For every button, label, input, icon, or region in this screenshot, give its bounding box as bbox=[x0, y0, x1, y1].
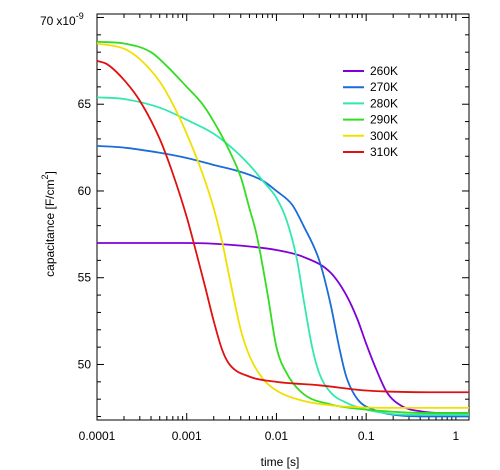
x-axis: 0.0001 0.001 0.01 0.1 1 bbox=[79, 14, 460, 443]
y-axis: 50 55 60 65 bbox=[78, 16, 469, 418]
x-tick-label: 0.001 bbox=[172, 429, 202, 443]
y-tick-label: 65 bbox=[78, 97, 92, 111]
y-tick-label: 50 bbox=[78, 357, 92, 371]
y-tick-label: 55 bbox=[78, 271, 92, 285]
y-axis-title: capacitance [F/cm2] bbox=[40, 171, 57, 277]
y-axis-title-superscript: 2 bbox=[40, 174, 50, 179]
series-lines bbox=[96, 40, 469, 418]
series-line-270K bbox=[96, 144, 469, 418]
x-tick-label: 1 bbox=[453, 429, 460, 443]
plot-border bbox=[96, 13, 470, 421]
legend-label-260K: 260K bbox=[370, 64, 398, 78]
series-line-280K bbox=[96, 96, 469, 416]
legend-label-310K: 310K bbox=[370, 145, 398, 159]
legend-label-300K: 300K bbox=[370, 129, 398, 143]
legend-label-270K: 270K bbox=[370, 80, 398, 94]
x-tick-label: 0.1 bbox=[358, 429, 375, 443]
plot-frame bbox=[96, 13, 470, 421]
legend-label-290K: 290K bbox=[370, 113, 398, 127]
x-tick-label: 0.0001 bbox=[79, 429, 116, 443]
y-axis-title-end: ] bbox=[43, 171, 57, 174]
series-line-310K bbox=[96, 59, 469, 394]
legend: 260K 270K 280K 290K 300K 310K bbox=[343, 64, 398, 159]
y-tick-label: 60 bbox=[78, 184, 92, 198]
x-tick-label: 0.01 bbox=[265, 429, 289, 443]
legend-label-280K: 280K bbox=[370, 96, 398, 110]
series-line-290K bbox=[96, 40, 469, 414]
y-multiplier: 70 x10-9 bbox=[40, 11, 84, 28]
series-line-260K bbox=[97, 242, 469, 414]
x-axis-title: time [s] bbox=[261, 455, 300, 469]
y-axis-title-main: capacitance [F/cm bbox=[43, 179, 57, 276]
y-multiplier-exponent: -9 bbox=[76, 11, 84, 21]
y-multiplier-text: x10 bbox=[56, 14, 76, 28]
y-multiplier-base: 70 bbox=[40, 14, 54, 28]
series-line-300K bbox=[96, 42, 469, 409]
